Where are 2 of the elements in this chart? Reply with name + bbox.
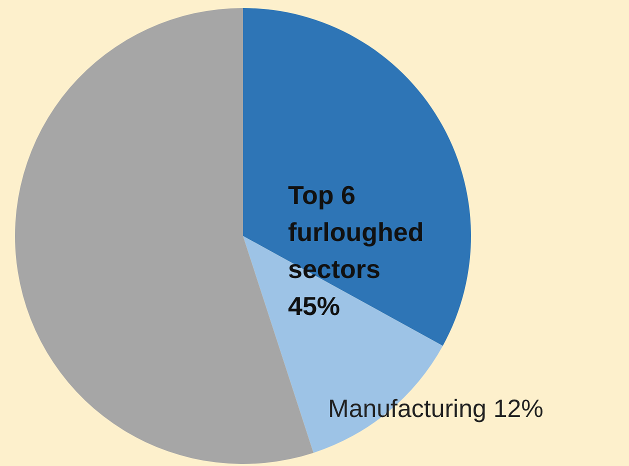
slice-label: Manufacturing 12%	[328, 395, 544, 423]
pie-slice	[243, 8, 471, 346]
